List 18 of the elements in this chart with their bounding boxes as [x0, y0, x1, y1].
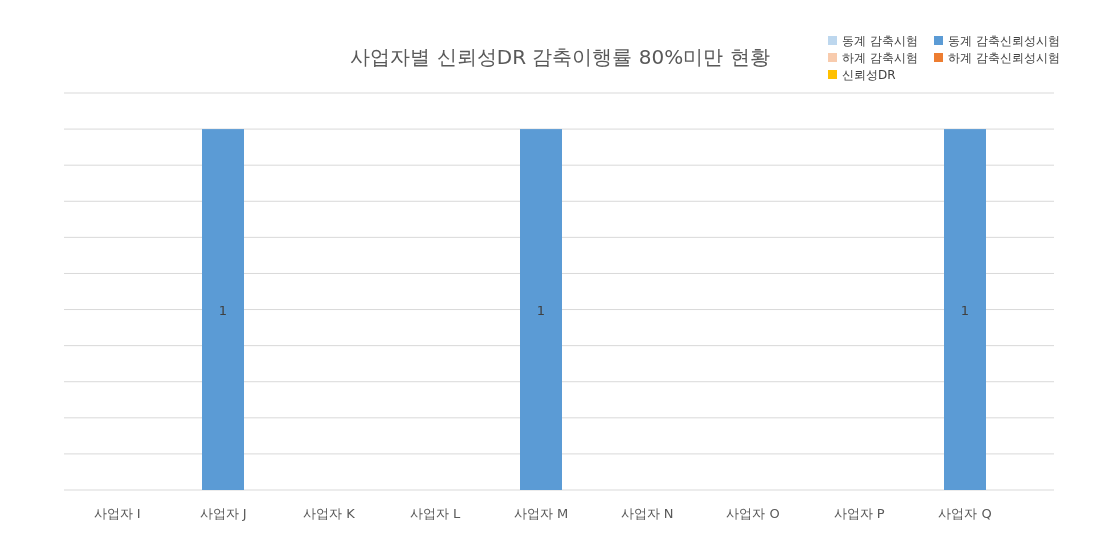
legend-label: 동계 감축신뢰성시험 [948, 34, 1060, 48]
x-tick-label: 사업자 Q [938, 506, 992, 521]
x-tick-label: 사업자 L [409, 506, 461, 521]
legend-label: 하계 감축시험 [842, 51, 918, 65]
legend-label: 신뢰성DR [842, 68, 896, 82]
x-tick-label: 사업자 P [833, 506, 885, 521]
x-tick-label: 사업자 J [199, 506, 247, 521]
x-tick-label: 사업자 K [303, 506, 356, 521]
x-tick-label: 사업자 I [93, 506, 141, 521]
data-label: 1 [218, 302, 228, 318]
x-tick-label: 사업자 N [620, 506, 674, 521]
chart-title: 사업자별 신뢰성DR 감축이행률 80%미만 현황 [350, 45, 770, 69]
legend-label: 동계 감축시험 [842, 34, 918, 48]
legend-label: 하계 감축신뢰성시험 [948, 51, 1060, 65]
x-tick-label: 사업자 O [726, 506, 780, 521]
data-label: 1 [536, 302, 546, 318]
data-label: 1 [960, 302, 970, 318]
x-tick-label: 사업자 M [513, 506, 569, 521]
